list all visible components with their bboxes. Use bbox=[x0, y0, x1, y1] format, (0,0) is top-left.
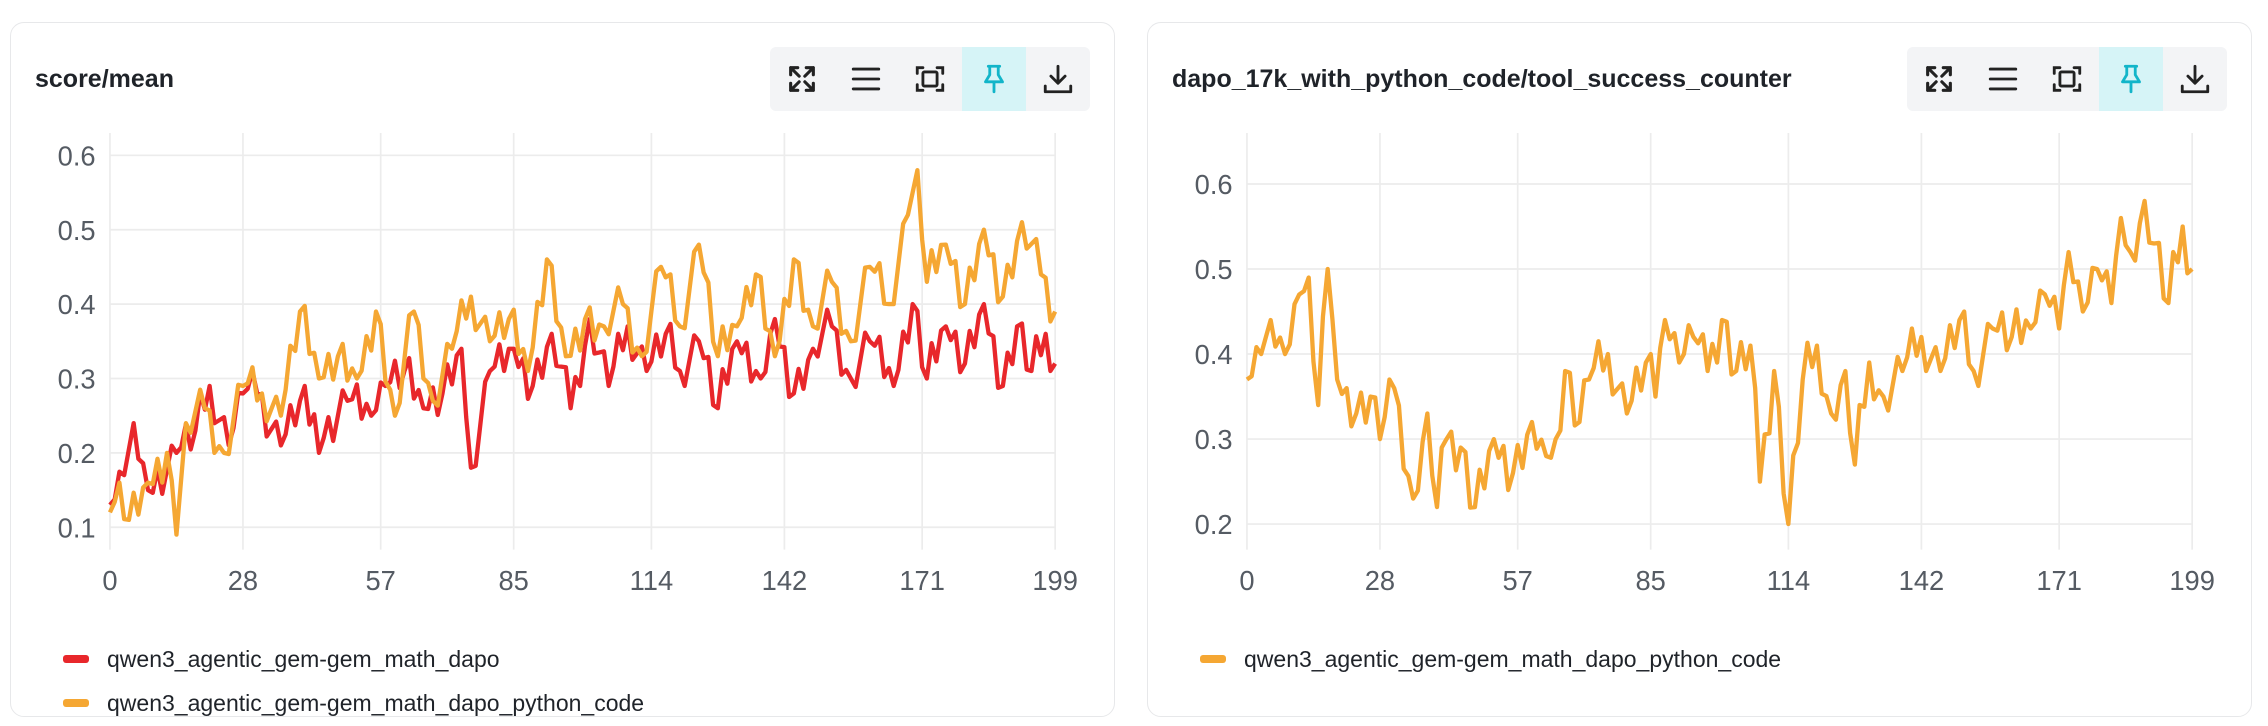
pin-button[interactable] bbox=[962, 47, 1026, 111]
menu-icon bbox=[851, 67, 881, 91]
chart-panel-score-mean: score/mean 0.1 0.2 0.3 0.4 0.5 0 bbox=[10, 22, 1115, 717]
legend-label: qwen3_agentic_gem-gem_math_dapo_python_c… bbox=[1244, 645, 1782, 672]
chart-panel-tool-success: dapo_17k_with_python_code/tool_success_c… bbox=[1147, 22, 2252, 717]
y-tick-label: 0.5 bbox=[58, 215, 96, 246]
panel-toolbar bbox=[770, 47, 1090, 111]
x-tick-label: 57 bbox=[366, 565, 396, 596]
pin-icon bbox=[984, 64, 1004, 94]
pin-icon bbox=[2121, 64, 2141, 94]
fit-screen-button[interactable] bbox=[898, 47, 962, 111]
x-tick-label: 85 bbox=[1635, 565, 1665, 596]
download-icon bbox=[2180, 64, 2210, 94]
y-tick-label: 0.1 bbox=[58, 512, 96, 543]
series-line[interactable] bbox=[1245, 198, 2194, 527]
x-tick-label: 199 bbox=[2169, 565, 2215, 596]
expand-icon bbox=[789, 66, 815, 92]
x-tick-label: 28 bbox=[228, 565, 258, 596]
panel-title: score/mean bbox=[35, 65, 174, 93]
series-line[interactable] bbox=[108, 301, 1057, 507]
x-tick-label: 142 bbox=[762, 565, 808, 596]
y-tick-label: 0.4 bbox=[1195, 339, 1233, 370]
expand-button[interactable] bbox=[1907, 47, 1971, 111]
legend-swatch-orange bbox=[1200, 655, 1226, 663]
legend-label: qwen3_agentic_gem-gem_math_dapo bbox=[107, 645, 500, 672]
menu-icon bbox=[1988, 67, 2018, 91]
y-tick-label: 0.6 bbox=[1195, 169, 1233, 200]
y-tick-label: 0.3 bbox=[58, 364, 96, 395]
chart-legend: qwen3_agentic_gem-gem_math_dapo_python_c… bbox=[1200, 637, 1781, 681]
expand-button[interactable] bbox=[770, 47, 834, 111]
expand-icon bbox=[1926, 66, 1952, 92]
legend-label: qwen3_agentic_gem-gem_math_dapo_python_c… bbox=[107, 689, 645, 716]
menu-button[interactable] bbox=[1971, 47, 2035, 111]
menu-button[interactable] bbox=[834, 47, 898, 111]
y-tick-label: 0.2 bbox=[1195, 509, 1233, 540]
panel-title: dapo_17k_with_python_code/tool_success_c… bbox=[1172, 65, 1792, 93]
x-tick-label: 142 bbox=[1899, 565, 1945, 596]
x-tick-label: 0 bbox=[1239, 565, 1254, 596]
legend-swatch-red bbox=[63, 655, 89, 663]
y-tick-label: 0.3 bbox=[1195, 424, 1233, 455]
x-tick-label: 199 bbox=[1032, 565, 1078, 596]
x-tick-label: 0 bbox=[102, 565, 117, 596]
y-tick-label: 0.4 bbox=[58, 289, 96, 320]
x-tick-label: 171 bbox=[899, 565, 945, 596]
fit-screen-icon bbox=[915, 66, 945, 92]
x-tick-label: 28 bbox=[1365, 565, 1395, 596]
x-tick-label: 57 bbox=[1503, 565, 1533, 596]
grid-lines bbox=[109, 133, 1057, 550]
panel-toolbar bbox=[1907, 47, 2227, 111]
chart-legend: qwen3_agentic_gem-gem_math_dapo qwen3_ag… bbox=[63, 637, 644, 725]
grid-lines bbox=[1246, 133, 2194, 550]
y-tick-label: 0.2 bbox=[58, 438, 96, 469]
x-tick-label: 114 bbox=[630, 565, 674, 596]
fit-screen-icon bbox=[2052, 66, 2082, 92]
x-tick-label: 114 bbox=[1767, 565, 1811, 596]
y-tick-label: 0.5 bbox=[1195, 254, 1233, 285]
x-tick-label: 171 bbox=[2036, 565, 2082, 596]
y-tick-label: 0.6 bbox=[58, 140, 96, 171]
x-tick-label: 85 bbox=[498, 565, 528, 596]
legend-item-orange[interactable]: qwen3_agentic_gem-gem_math_dapo_python_c… bbox=[63, 681, 644, 725]
download-button[interactable] bbox=[2163, 47, 2227, 111]
legend-swatch-orange bbox=[63, 699, 89, 707]
download-icon bbox=[1043, 64, 1073, 94]
pin-button[interactable] bbox=[2099, 47, 2163, 111]
download-button[interactable] bbox=[1026, 47, 1090, 111]
legend-item-red[interactable]: qwen3_agentic_gem-gem_math_dapo bbox=[63, 637, 644, 681]
tool-success-chart[interactable]: 0.2 0.3 0.4 0.5 0.6 0 28 57 85 114 142 171 199 bbox=[1148, 133, 2248, 653]
score-mean-chart[interactable]: 0.1 0.2 0.3 0.4 0.5 0.6 0 28 57 85 114 142 171 199 bbox=[11, 133, 1111, 653]
legend-item-orange[interactable]: qwen3_agentic_gem-gem_math_dapo_python_c… bbox=[1200, 637, 1781, 681]
fit-screen-button[interactable] bbox=[2035, 47, 2099, 111]
series-line[interactable] bbox=[107, 168, 1058, 537]
